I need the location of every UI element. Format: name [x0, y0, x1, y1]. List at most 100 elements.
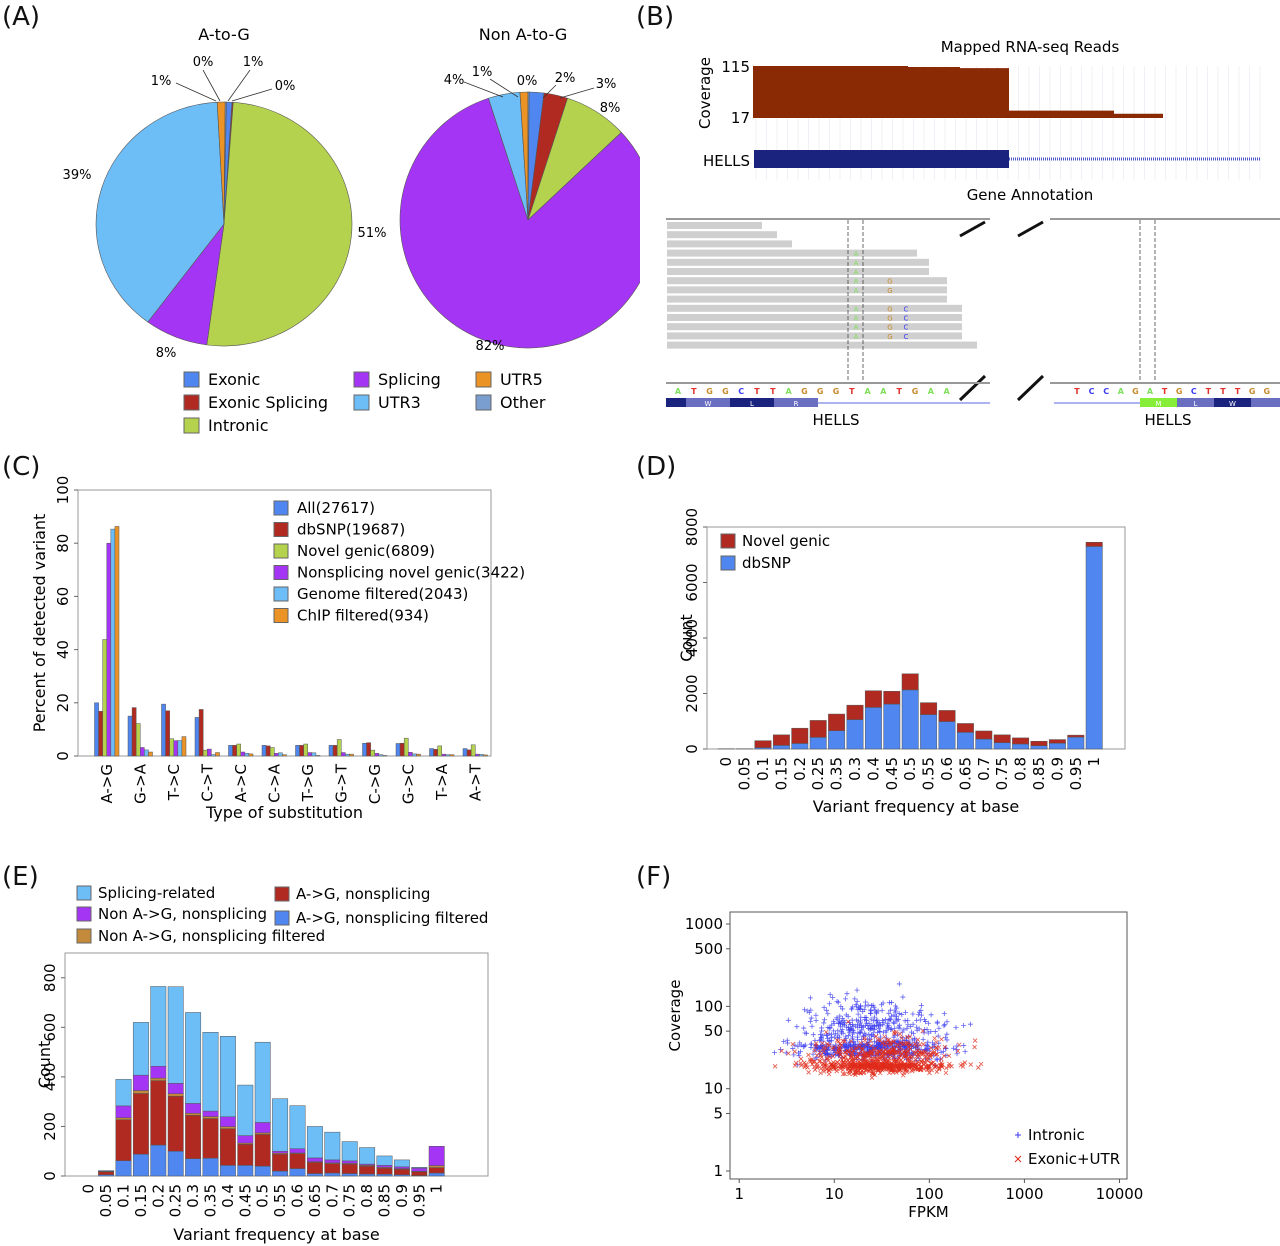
bar-non-a-g-nonsplicing: [289, 1148, 306, 1154]
scatter-point: [937, 1065, 942, 1071]
scatter-point: [880, 1018, 886, 1024]
x-tick-label: 0.75: [993, 757, 1011, 790]
bar-non-a-g-nonsplicing: [393, 1166, 410, 1169]
scatter-point: [896, 981, 902, 987]
scatter-point: [941, 1023, 947, 1029]
gene-label-right: HELLS: [1145, 411, 1192, 429]
scatter-point: [882, 1058, 888, 1064]
y-tick-label: 800: [41, 963, 59, 992]
scatter-point: [972, 1044, 977, 1050]
bar-a-g-nonsplicing-filtered: [341, 1173, 358, 1177]
axis-break-mark: [958, 374, 987, 402]
slice-label-exonic: 1%: [243, 55, 264, 70]
scatter-point: [874, 1017, 880, 1023]
legend-swatch: [475, 371, 492, 388]
scatter-point: [913, 1062, 919, 1067]
scatter-point: [872, 1027, 878, 1033]
scatter-point: [901, 1027, 907, 1033]
x-tick-label: 0.6: [938, 757, 956, 781]
legend-marker: [1015, 1132, 1021, 1138]
scatter-point: [797, 1040, 803, 1046]
x-axis-label: FPKM: [908, 1203, 948, 1221]
legend-label: All(27617): [297, 499, 375, 517]
bar-novel-genic: [1048, 739, 1066, 744]
scatter-point: [836, 1045, 842, 1051]
scatter-point: [827, 1068, 832, 1074]
scatter-point: [888, 1026, 894, 1032]
scatter-point: [813, 1017, 819, 1023]
legend-label: dbSNP(19687): [297, 521, 405, 539]
amino-acid-block: [686, 398, 730, 407]
scatter-point: [822, 1062, 827, 1067]
x-tick-label: 0.1: [115, 1184, 133, 1208]
scatter-point: [859, 1024, 865, 1030]
bar-splicing-related: [306, 1126, 323, 1159]
mismatch-base: A: [854, 269, 859, 277]
scatter-point: [925, 1058, 930, 1064]
scatter-point: [870, 1071, 876, 1077]
bar-a-g-nonsplicing: [185, 1115, 202, 1159]
bar-a-g-nonsplicing-filtered: [132, 1153, 149, 1177]
scatter-point: [797, 1049, 803, 1055]
y-tick-label: 10: [704, 1080, 723, 1098]
bar-novel-genic: [1030, 740, 1048, 746]
scatter-point: [944, 1019, 950, 1025]
scatter-point: [830, 1018, 836, 1024]
scatter-point: [891, 1020, 897, 1026]
bar-novel-genic: [938, 710, 956, 722]
scatter-point: [858, 1040, 863, 1046]
legend-swatch: [273, 500, 289, 516]
legend-label: Splicing: [378, 370, 441, 389]
scatter-point: [861, 1007, 867, 1013]
mismatch-base: C: [904, 333, 909, 341]
scatter-point: [928, 1012, 934, 1018]
scatter-point: [809, 1023, 815, 1029]
legend-swatch: [353, 371, 370, 388]
scatter-point: [877, 1049, 883, 1055]
bar-non-a-g-nonsplicing: [272, 1150, 289, 1154]
scatter-point: [802, 1007, 808, 1013]
panel-b-genome-browser: Mapped RNA-seq Reads Coverage 115 17 HELLS Ge…: [666, 38, 1280, 429]
bar-splicing-related: [359, 1147, 376, 1165]
scatter-point: [876, 1025, 882, 1031]
scatter-point: [872, 1007, 878, 1013]
scatter-point: [834, 998, 840, 1004]
bar-novel-genic: [993, 734, 1011, 743]
bar-splicing-related: [254, 1041, 271, 1123]
scatter-point: [887, 1066, 892, 1071]
scatter-point: [920, 1036, 926, 1042]
bar-a-g-nonsplicing: [324, 1163, 341, 1174]
scatter-point: [895, 1016, 901, 1022]
scatter-point: [938, 1063, 943, 1069]
x-tick-label: C->T: [198, 763, 216, 801]
scatter-point: [962, 1060, 968, 1065]
bar-non-a-g-nonsplicing-filtered: [185, 1113, 202, 1116]
axis-break-mark: [959, 220, 986, 238]
scatter-point: [912, 1041, 918, 1047]
scatter-point: [856, 1063, 861, 1068]
bar-genome-filtered-2043: [378, 754, 384, 757]
scatter-point: [852, 1061, 858, 1066]
scatter-point: [883, 1028, 889, 1034]
scatter-point: [853, 1072, 858, 1078]
scatter-point: [807, 995, 813, 1001]
scatter-point: [910, 1037, 916, 1043]
scatter-point: [942, 1035, 948, 1041]
bar-non-a-g-nonsplicing-filtered: [202, 1116, 219, 1119]
legend-item-utr3: UTR3: [353, 393, 421, 412]
bar-a-g-nonsplicing: [411, 1171, 428, 1176]
bar-dbsnp: [846, 719, 864, 750]
bar-dbsnp: [1012, 743, 1030, 750]
legend-item-nonsplicing-novel-genic-3422: Nonsplicing novel genic(3422): [273, 564, 525, 582]
scatter-point: [820, 1040, 825, 1046]
bar-novel-genic: [864, 690, 882, 708]
gene-annotation-title: Gene Annotation: [967, 186, 1094, 204]
bar-splicing-related: [237, 1084, 254, 1136]
bar-dbsnp: [993, 742, 1011, 750]
scatter-point: [833, 1050, 839, 1055]
reference-base: G: [1249, 387, 1256, 396]
mismatch-base: G: [887, 305, 892, 313]
bar-dbsnp-19687: [399, 742, 405, 757]
bar-genome-filtered-2043: [479, 754, 484, 757]
bar-novel-genic: [846, 704, 864, 720]
